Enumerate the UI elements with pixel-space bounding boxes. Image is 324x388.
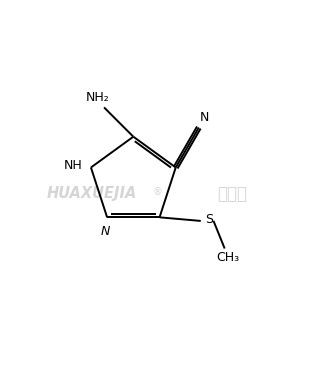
Text: HUAXUEJIA: HUAXUEJIA (47, 187, 137, 201)
Text: CH₃: CH₃ (216, 251, 239, 264)
Text: NH₂: NH₂ (86, 91, 110, 104)
Text: ®: ® (152, 187, 162, 197)
Text: NH: NH (64, 159, 83, 172)
Text: 化学加: 化学加 (217, 185, 247, 203)
Text: N: N (101, 225, 110, 238)
Text: S: S (205, 213, 213, 227)
Text: N: N (200, 111, 209, 124)
